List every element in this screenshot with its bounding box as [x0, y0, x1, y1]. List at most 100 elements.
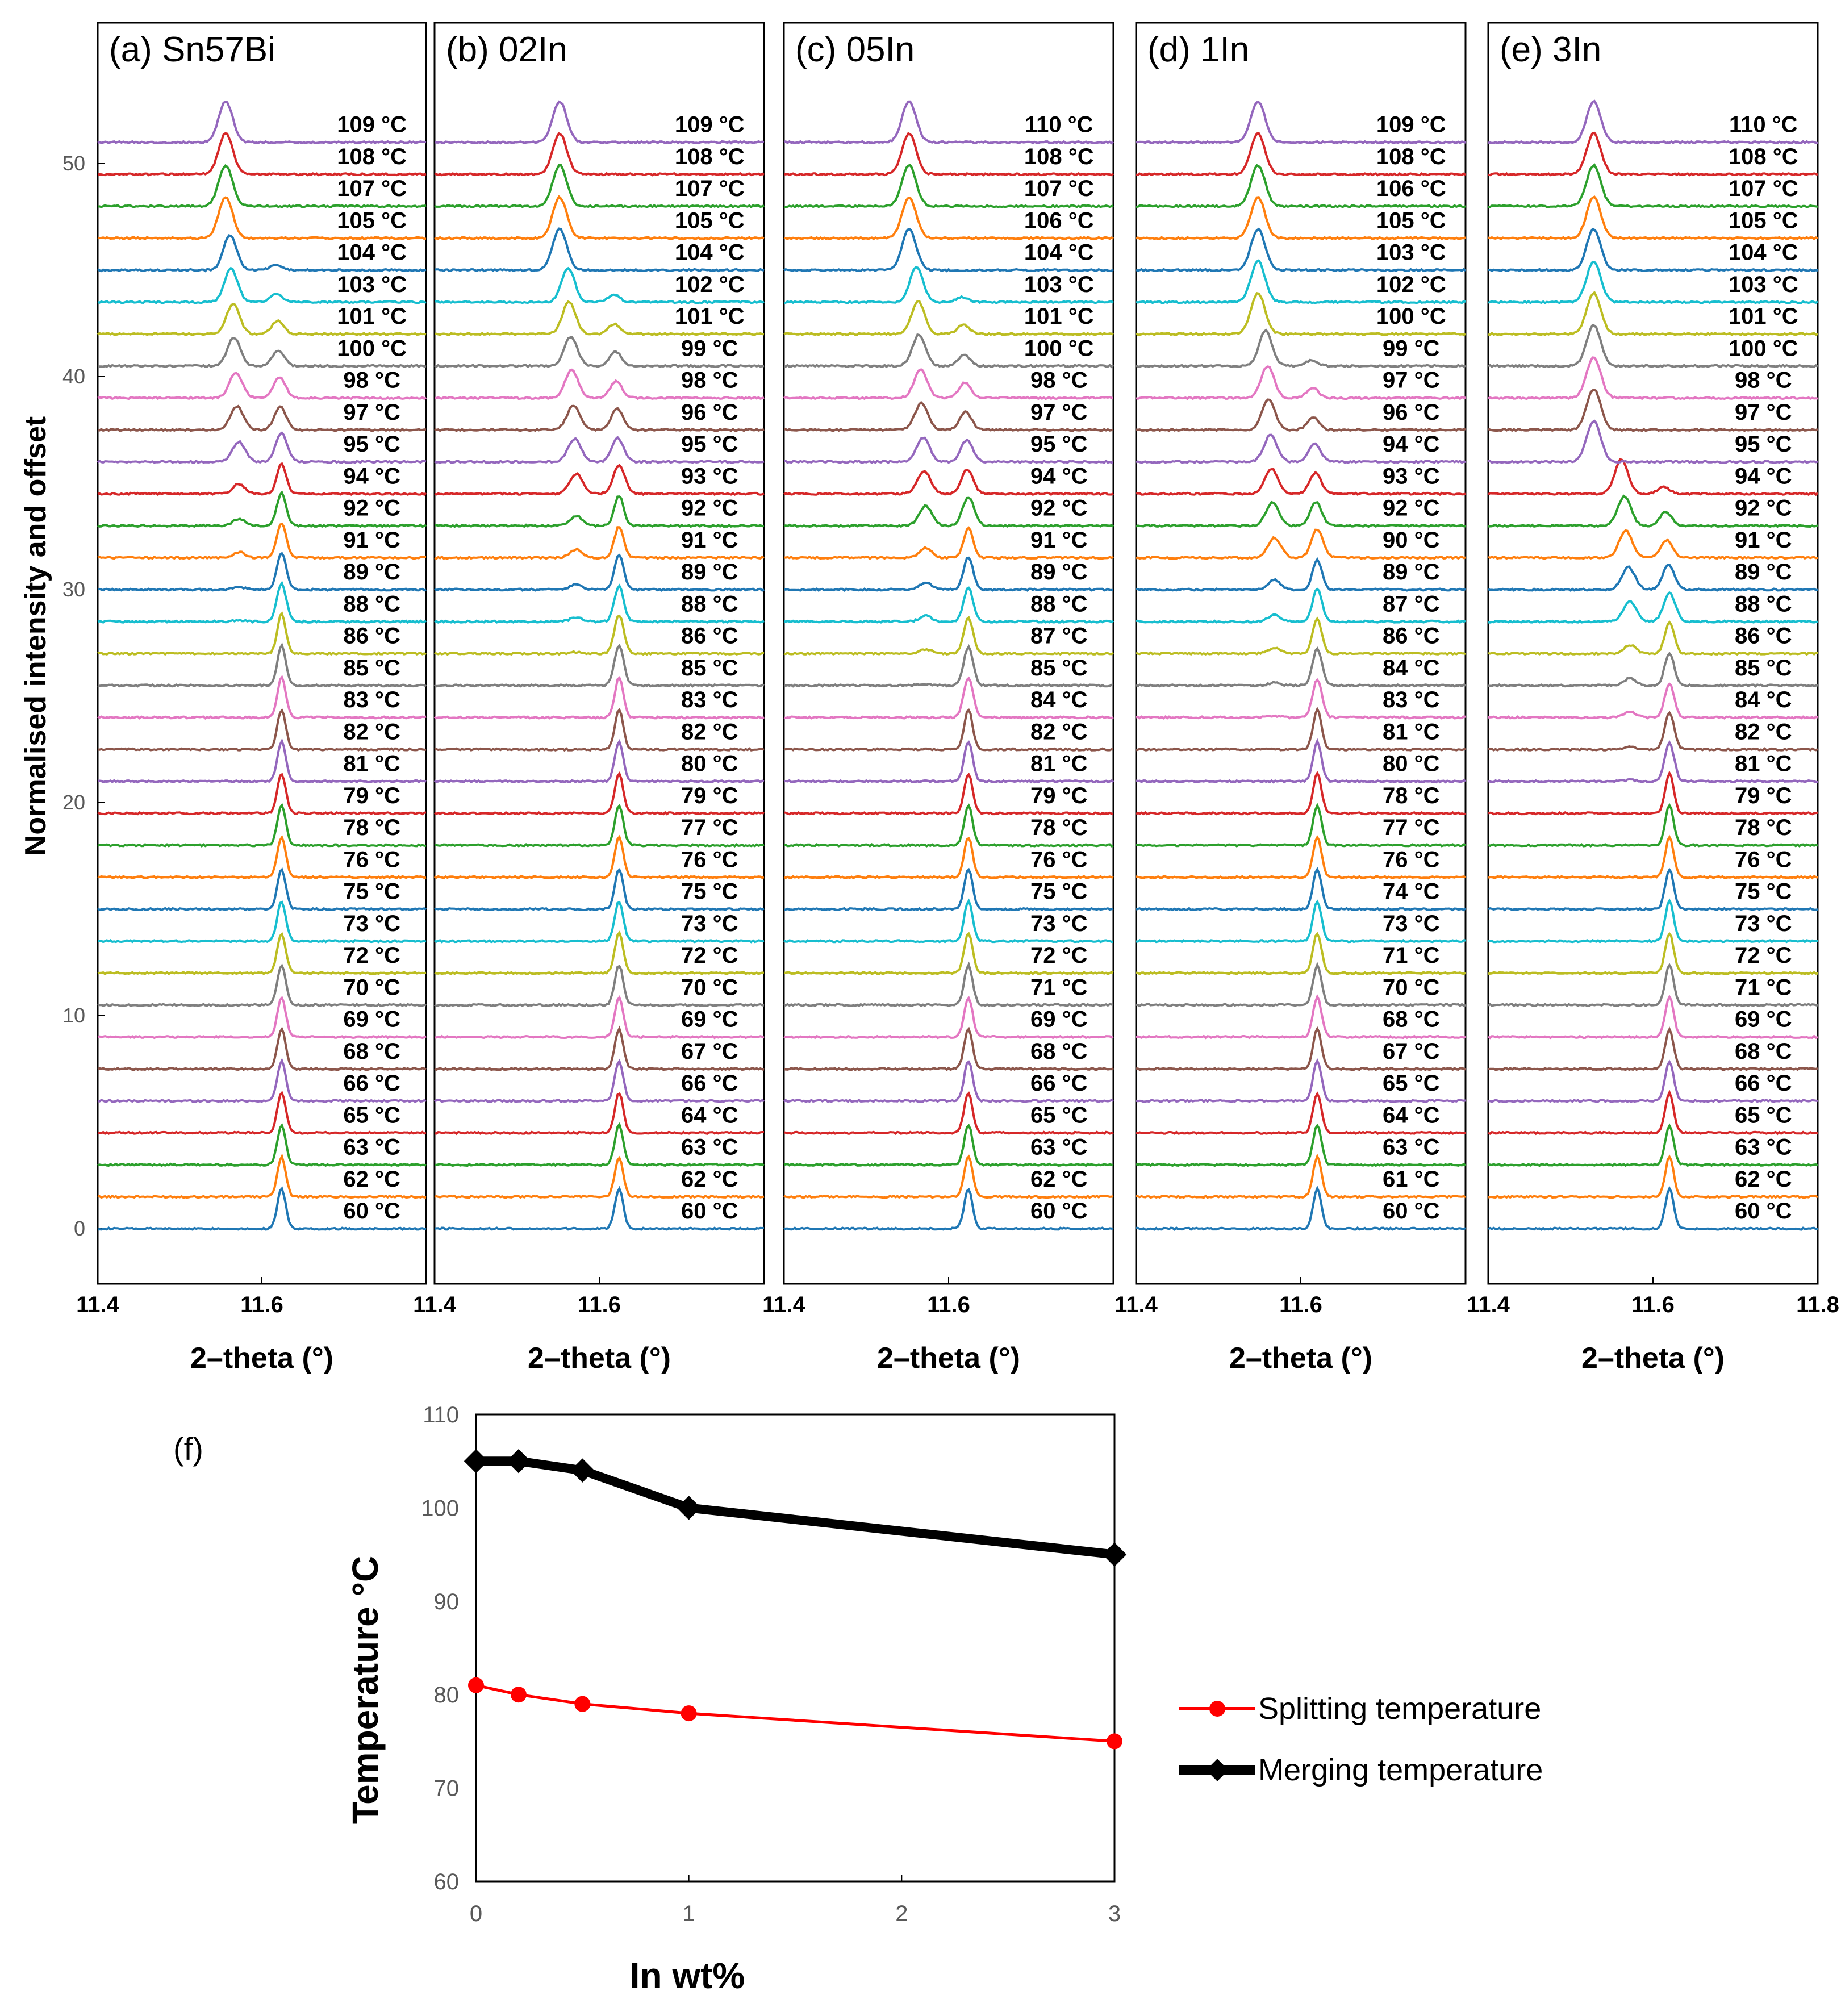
- xrd-curve: [783, 1026, 1114, 1071]
- temperature-label: 63 °C: [1735, 1135, 1792, 1160]
- xrd-curve: [1136, 835, 1466, 879]
- temperature-label: 68 °C: [1383, 1007, 1440, 1032]
- panel-e-title: (e) 3In: [1500, 30, 1601, 69]
- xrd-curve: [783, 898, 1114, 944]
- temperature-label: 75 °C: [343, 879, 400, 904]
- panel-e: (e) 3In 60 °C 62 °C 63 °C 65 °C 66 °C 68 °C 69 …: [1487, 22, 1819, 1285]
- temperature-label: 90 °C: [1383, 528, 1440, 553]
- temperature-label: 84 °C: [1383, 656, 1440, 681]
- temperature-label: 65 °C: [1383, 1071, 1440, 1096]
- xrd-curve: [434, 1092, 764, 1136]
- xrd-curve: [97, 303, 427, 336]
- xrd-curve: [783, 1187, 1114, 1231]
- temperature-label: 104 °C: [675, 240, 745, 265]
- temperature-label: 81 °C: [1383, 719, 1440, 744]
- temperature-label: 85 °C: [681, 656, 738, 681]
- xrd-curve: [433, 900, 765, 944]
- temperature-label: 81 °C: [343, 752, 400, 777]
- temperature-label: 73 °C: [1383, 911, 1440, 936]
- xrd-curve: [1488, 898, 1818, 944]
- temperature-label: 93 °C: [681, 464, 738, 489]
- xrd-curve: [1135, 328, 1466, 368]
- temperature-label: 106 °C: [1376, 176, 1446, 201]
- temperature-label: 91 °C: [1735, 528, 1792, 553]
- xrd-curve: [1136, 259, 1466, 304]
- temperature-label: 67 °C: [1383, 1039, 1440, 1064]
- xrd-curve: [1136, 678, 1466, 720]
- temperature-label: 76 °C: [1383, 847, 1440, 872]
- temperature-label: 101 °C: [337, 304, 407, 329]
- xrd-curve: [97, 1153, 427, 1199]
- xrd-curve: [783, 368, 1113, 400]
- temperature-label: 69 °C: [681, 1007, 738, 1032]
- temperature-label: 77 °C: [1383, 815, 1440, 840]
- x-tick-label: 11.6: [1279, 1292, 1322, 1317]
- temperature-label: 79 °C: [681, 783, 738, 808]
- xrd-curve: [97, 266, 427, 304]
- temperature-label: 78 °C: [1735, 815, 1792, 840]
- x-axis-label: 2–theta (°): [1581, 1342, 1725, 1375]
- temperature-label: 63 °C: [1030, 1135, 1088, 1160]
- temperature-label: 79 °C: [343, 783, 400, 808]
- xrd-curve: [1488, 1026, 1818, 1071]
- xrd-curve: [1488, 195, 1818, 241]
- top-y-axis-label: Normalised intensity and offset: [19, 416, 52, 856]
- temperature-label: 95 °C: [1735, 432, 1792, 457]
- xrd-curve: [1487, 994, 1818, 1040]
- xrd-curve: [434, 1122, 765, 1167]
- temperature-label: 68 °C: [343, 1039, 400, 1064]
- xrd-curve: [783, 556, 1114, 592]
- xrd-curve: [1135, 994, 1467, 1040]
- temperature-label: 105 °C: [337, 208, 407, 233]
- temperature-label: 66 °C: [343, 1071, 400, 1096]
- xrd-curve: [433, 583, 765, 624]
- temperature-label: 76 °C: [1735, 847, 1792, 872]
- temperature-label: 97 °C: [1383, 368, 1440, 393]
- temperature-label: 85 °C: [1030, 656, 1088, 681]
- x-tick-label: 0: [470, 1901, 482, 1926]
- xrd-curve: [434, 368, 765, 400]
- xrd-curve: [97, 1186, 427, 1231]
- temperature-label: 92 °C: [1030, 496, 1088, 521]
- xrd-curve: [783, 197, 1114, 241]
- xrd-curve: [1488, 770, 1818, 816]
- temperature-label: 64 °C: [1383, 1103, 1440, 1128]
- temperature-label: 105 °C: [1729, 208, 1798, 233]
- x-tick-label: 11.6: [578, 1292, 621, 1317]
- xrd-curve: [783, 867, 1114, 912]
- temperature-label: 104 °C: [1729, 240, 1798, 265]
- temperature-label: 108 °C: [675, 144, 745, 169]
- splitting-temperature-point: [1107, 1733, 1122, 1750]
- temperature-label: 67 °C: [681, 1039, 738, 1064]
- xrd-curve: [1487, 458, 1819, 496]
- xrd-curve: [783, 164, 1114, 208]
- temperature-label: 87 °C: [1030, 624, 1088, 649]
- xrd-curve: [1488, 163, 1818, 208]
- temperature-label: 95 °C: [1030, 432, 1088, 457]
- xrd-curve: [1488, 651, 1818, 688]
- y-tick-label: 80: [434, 1683, 460, 1708]
- xrd-curve: [433, 834, 765, 880]
- temperature-label: 84 °C: [1030, 687, 1088, 712]
- xrd-curve: [1136, 866, 1467, 912]
- xrd-curve: [1136, 132, 1467, 177]
- xrd-curve: [783, 586, 1114, 624]
- xrd-curve: [1136, 706, 1466, 752]
- temperature-label: 70 °C: [681, 975, 738, 1000]
- temperature-label: 107 °C: [1024, 176, 1094, 201]
- temperature-label: 72 °C: [343, 943, 400, 968]
- temperature-label: 96 °C: [1383, 400, 1440, 425]
- xrd-curve: [97, 773, 427, 816]
- xrd-curve: [1136, 738, 1466, 784]
- xrd-curve: [1488, 419, 1818, 464]
- temperature-label: 110 °C: [1729, 112, 1798, 137]
- xrd-curve: [1136, 932, 1466, 975]
- xrd-curve: [1136, 557, 1466, 592]
- x-tick-label: 11.4: [413, 1292, 456, 1317]
- xrd-curve: [1488, 740, 1818, 784]
- xrd-curve: [1488, 682, 1818, 720]
- temperature-label: 94 °C: [1030, 464, 1088, 489]
- temperature-label: 89 °C: [1383, 560, 1440, 585]
- temperature-label: 105 °C: [675, 208, 745, 233]
- temperature-label: 98 °C: [1735, 368, 1792, 393]
